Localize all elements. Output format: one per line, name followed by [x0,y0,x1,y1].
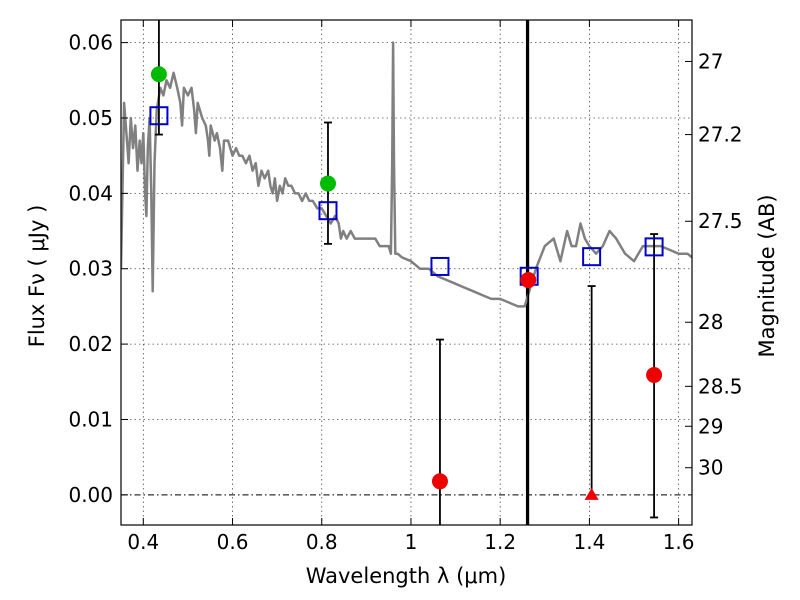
detection-point [319,175,336,192]
y-tick-label: 0.01 [68,407,113,431]
x-tick-label: 1.2 [484,530,516,554]
measurement-point [520,272,537,289]
measurement-point [431,473,448,490]
model-square-point [644,237,664,257]
y-tick-label: 0.02 [68,332,113,356]
y-right-tick-label: 27 [698,49,723,73]
x-tick-label: 1 [405,530,418,554]
plot-area [121,20,692,525]
y-right-tick-label: 29 [698,414,723,438]
x-axis-label: Wavelength λ (μm) [306,564,507,588]
detection-point [150,66,167,83]
y-tick-label: 0.05 [68,106,113,130]
y-tick-label: 0.06 [68,31,113,55]
x-tick-label: 0.6 [217,530,249,554]
y-axis-label: Flux Fν ( μJy ) [25,205,49,348]
grid [121,20,692,525]
x-tick-label: 0.8 [306,530,338,554]
model-square-point [430,256,450,276]
x-tick-label: 0.4 [127,530,159,554]
y-right-tick-label: 27.2 [698,123,743,147]
y-right-tick-label: 28 [698,310,723,334]
model-square-point [318,201,338,221]
x-tick-label: 1.4 [573,530,605,554]
x-tick-label: 1.6 [663,530,695,554]
upper-limit-triangle [584,487,599,500]
model-square-point [149,106,169,126]
measurement-point [646,367,663,384]
model-square-point [582,247,602,267]
y-tick-label: 0.03 [68,257,113,281]
y-right-tick-label: 27.5 [698,209,743,233]
y-right-tick-label: 30 [698,456,723,480]
y-axis-right-label: Magnitude (AB) [755,194,779,357]
spectrum-line [121,41,692,308]
axes: 0.4 0.6 0.8 1 1.2 1.4 1.6 0.00 0.01 0.02 0.03 0.04 0… [68,19,743,554]
y-tick-label: 0.04 [68,181,113,205]
plot-content [121,20,692,525]
y-tick-label: 0.00 [68,483,113,507]
y-right-tick-label: 28.5 [698,374,743,398]
plot-frame [120,19,693,526]
